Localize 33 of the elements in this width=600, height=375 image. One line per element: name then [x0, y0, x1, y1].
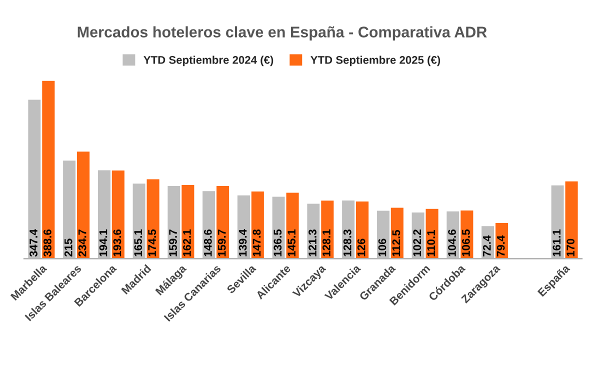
data-label: 110.1 [427, 230, 436, 256]
data-label: 159.7 [169, 230, 177, 256]
data-label: 170 [566, 238, 575, 256]
data-label: 102.2 [413, 230, 422, 256]
data-label: 194.1 [99, 229, 108, 256]
data-label: 139.4 [238, 229, 247, 256]
data-label: 193.6 [113, 230, 122, 256]
data-label: 165.1 [134, 229, 142, 256]
data-label: 148.6 [204, 230, 212, 256]
legend-label: YTD Septiembre 2025 (€) [310, 56, 440, 66]
data-label: 104.6 [448, 230, 456, 256]
data-label: 347.4 [30, 229, 38, 257]
data-label: 159.7 [218, 230, 226, 256]
data-label: 136.5 [274, 229, 282, 256]
data-label: 121.3 [308, 230, 316, 256]
legend-label: YTD Septiembre 2024 (€) [144, 56, 274, 66]
data-label: 72.4 [482, 235, 491, 256]
data-label: 112.5 [392, 230, 400, 256]
chart-title: Mercados hoteleros clave en España - Comparativa ADR [78, 26, 487, 40]
data-label: 145.1 [288, 229, 296, 256]
data-label: 106 [378, 238, 386, 256]
data-label: 388.6 [44, 230, 52, 257]
data-label: 126 [357, 238, 366, 256]
data-label: 234.7 [78, 230, 86, 257]
data-label: 174.5 [148, 229, 156, 256]
data-label: 147.8 [252, 229, 261, 256]
data-label: 162.1 [183, 229, 191, 256]
data-label: 79.4 [496, 235, 505, 256]
data-label: 128.1 [322, 229, 330, 256]
data-label: 128.3 [343, 230, 352, 256]
data-label: 161.1 [552, 229, 561, 256]
data-label: 215 [64, 238, 72, 257]
data-label: 106.5 [462, 229, 470, 256]
